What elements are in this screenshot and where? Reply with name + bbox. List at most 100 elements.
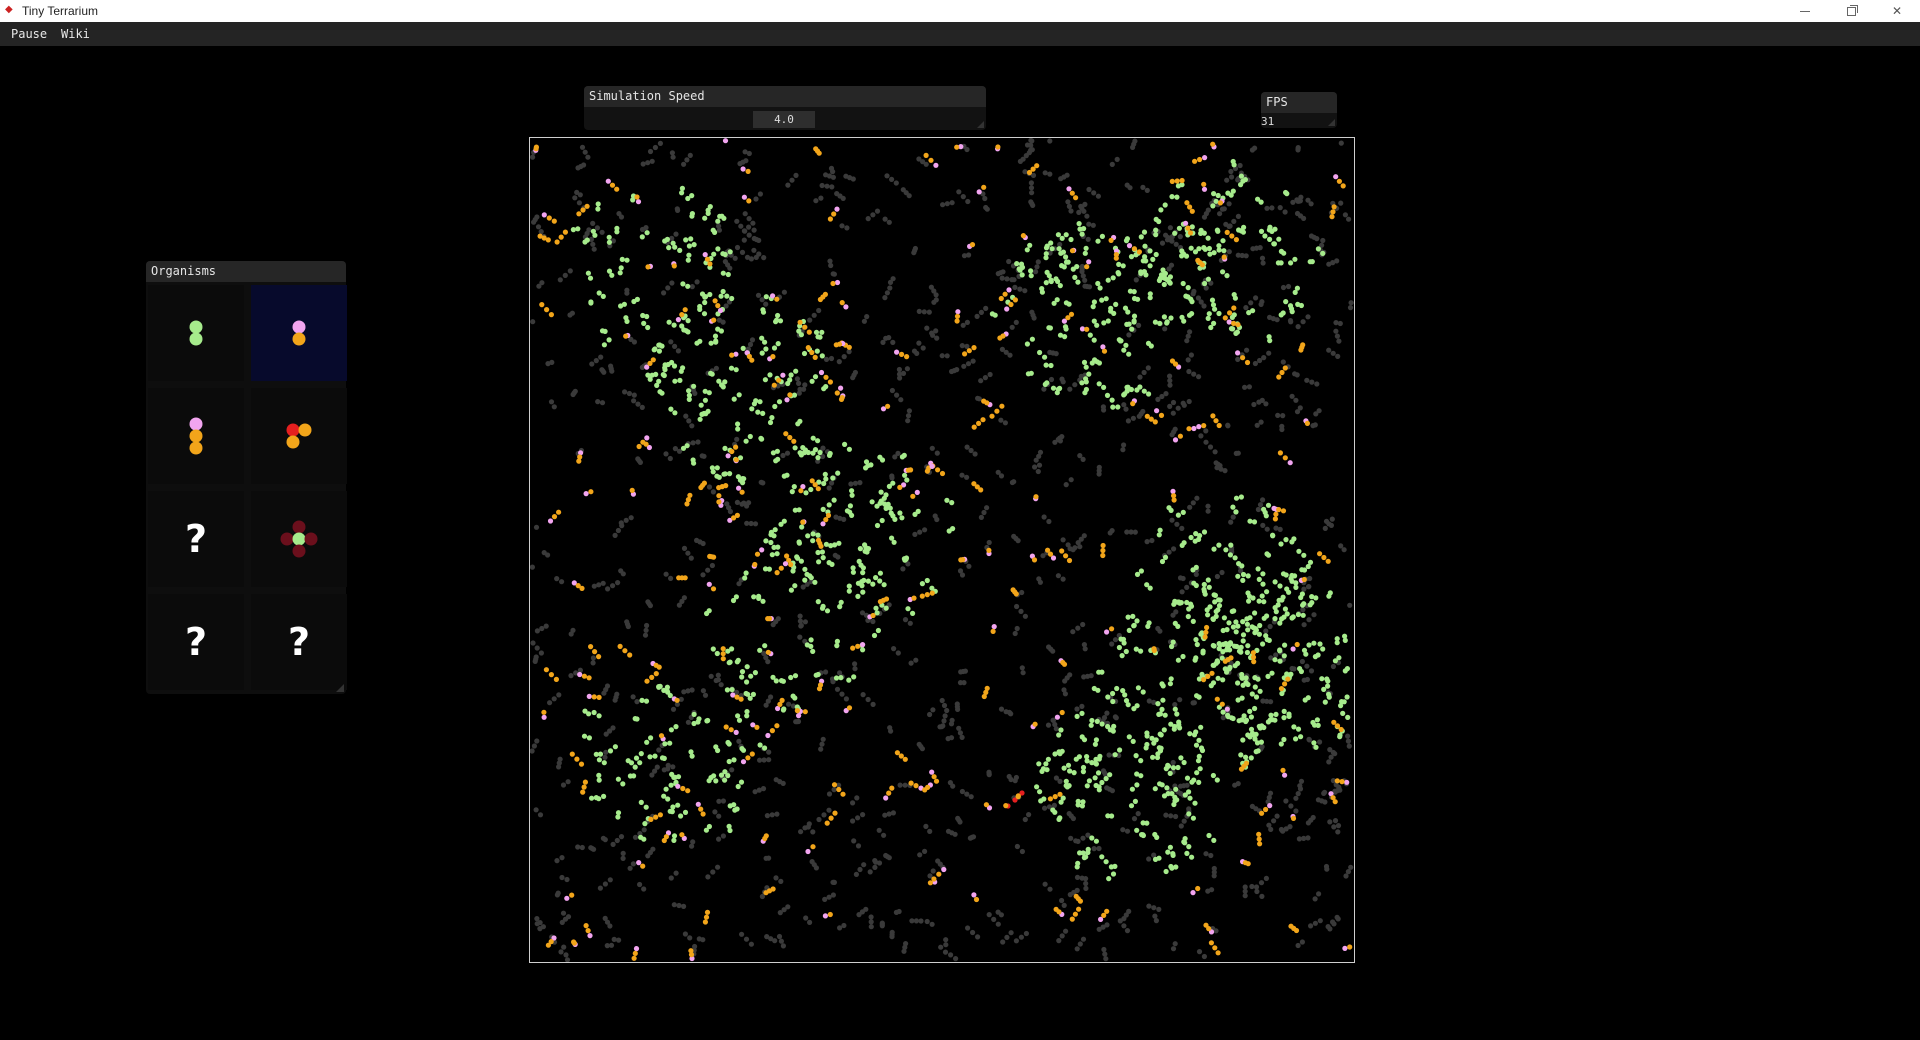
organism-slot-2[interactable] xyxy=(251,285,347,381)
particle xyxy=(868,924,874,930)
restore-button[interactable] xyxy=(1828,0,1874,22)
particle xyxy=(1063,928,1069,934)
particle xyxy=(1033,269,1039,275)
particle xyxy=(835,554,841,560)
particle xyxy=(1275,602,1281,608)
menu-wiki[interactable]: Wiki xyxy=(61,27,90,41)
particle xyxy=(783,431,789,437)
particle xyxy=(1209,297,1216,303)
particle xyxy=(1239,675,1245,681)
particle xyxy=(841,516,847,522)
particle xyxy=(923,152,929,158)
particle xyxy=(1256,399,1262,405)
particle xyxy=(534,645,540,651)
particle xyxy=(1008,301,1014,308)
particle xyxy=(1279,369,1285,376)
particle xyxy=(720,798,726,804)
particle xyxy=(1322,525,1328,531)
organism-slot-4[interactable] xyxy=(251,388,347,484)
particle xyxy=(995,921,1001,927)
particle xyxy=(692,390,698,396)
particle xyxy=(834,686,841,692)
particle xyxy=(1034,784,1040,790)
resize-grip[interactable] xyxy=(977,121,984,128)
particle xyxy=(690,457,696,463)
particle xyxy=(700,811,706,817)
particle xyxy=(908,467,914,473)
particle xyxy=(725,739,731,746)
terrarium-world[interactable] xyxy=(529,137,1355,963)
particle xyxy=(1170,851,1176,857)
particle xyxy=(1159,393,1165,400)
organism-slot-1[interactable] xyxy=(148,285,244,381)
particle xyxy=(1166,549,1172,555)
organism-slot-5[interactable]: ? xyxy=(148,491,244,587)
simulation-speed-slider[interactable]: 4.0 xyxy=(753,111,815,128)
particle xyxy=(1146,698,1152,704)
particle xyxy=(639,697,645,704)
menu-pause[interactable]: Pause xyxy=(11,27,48,41)
particle xyxy=(1074,946,1080,952)
particle xyxy=(1180,280,1186,287)
particle xyxy=(986,805,993,811)
particle xyxy=(652,144,658,151)
organism-slot-8[interactable]: ? xyxy=(251,594,347,690)
organism-slot-6[interactable] xyxy=(251,491,347,587)
particle xyxy=(1122,692,1128,698)
particle xyxy=(1063,326,1069,332)
particle xyxy=(1150,256,1156,262)
particle xyxy=(1348,864,1354,870)
particle xyxy=(798,558,804,564)
particle xyxy=(732,807,738,813)
particle xyxy=(1173,864,1179,870)
restore-icon xyxy=(1846,4,1858,16)
particle xyxy=(720,656,726,662)
particle xyxy=(898,397,904,403)
particle xyxy=(1122,305,1129,311)
particle xyxy=(1022,169,1028,175)
particle xyxy=(716,378,722,384)
resize-grip[interactable] xyxy=(336,684,344,692)
particle xyxy=(1109,626,1115,632)
particle xyxy=(927,873,933,879)
particle xyxy=(1334,914,1340,920)
resize-grip[interactable] xyxy=(1328,119,1335,126)
particle xyxy=(1067,768,1073,774)
particle xyxy=(823,476,829,482)
particle xyxy=(722,471,728,477)
particle xyxy=(711,317,717,323)
particle xyxy=(1068,477,1074,483)
particle xyxy=(764,934,770,940)
particle xyxy=(816,686,823,692)
close-button[interactable]: ✕ xyxy=(1874,0,1920,22)
particle xyxy=(644,622,650,629)
particle xyxy=(1158,412,1165,418)
particle xyxy=(688,948,694,954)
organism-slot-3[interactable] xyxy=(148,388,244,484)
particle xyxy=(643,627,649,633)
particle xyxy=(994,408,1000,414)
particle xyxy=(591,846,597,852)
organism-slot-7[interactable]: ? xyxy=(148,594,244,690)
particle xyxy=(1259,810,1265,816)
particle xyxy=(1058,176,1064,182)
particle xyxy=(929,585,935,591)
particle xyxy=(1075,860,1081,866)
particle xyxy=(974,484,980,490)
particle xyxy=(1172,723,1178,730)
particle xyxy=(582,708,588,714)
particle xyxy=(1280,413,1286,419)
organisms-title[interactable]: Organisms xyxy=(146,261,346,282)
simulation-speed-title[interactable]: Simulation Speed xyxy=(584,86,986,107)
particle xyxy=(870,612,876,619)
particle xyxy=(564,876,570,883)
fps-title[interactable]: FPS xyxy=(1261,92,1337,113)
particle xyxy=(1135,811,1141,817)
minimize-button[interactable] xyxy=(1782,0,1828,22)
particle xyxy=(770,674,776,680)
particle xyxy=(1345,714,1351,721)
particle xyxy=(1161,281,1167,288)
particle xyxy=(771,544,777,550)
particle xyxy=(1136,322,1142,328)
particle xyxy=(1338,703,1344,709)
